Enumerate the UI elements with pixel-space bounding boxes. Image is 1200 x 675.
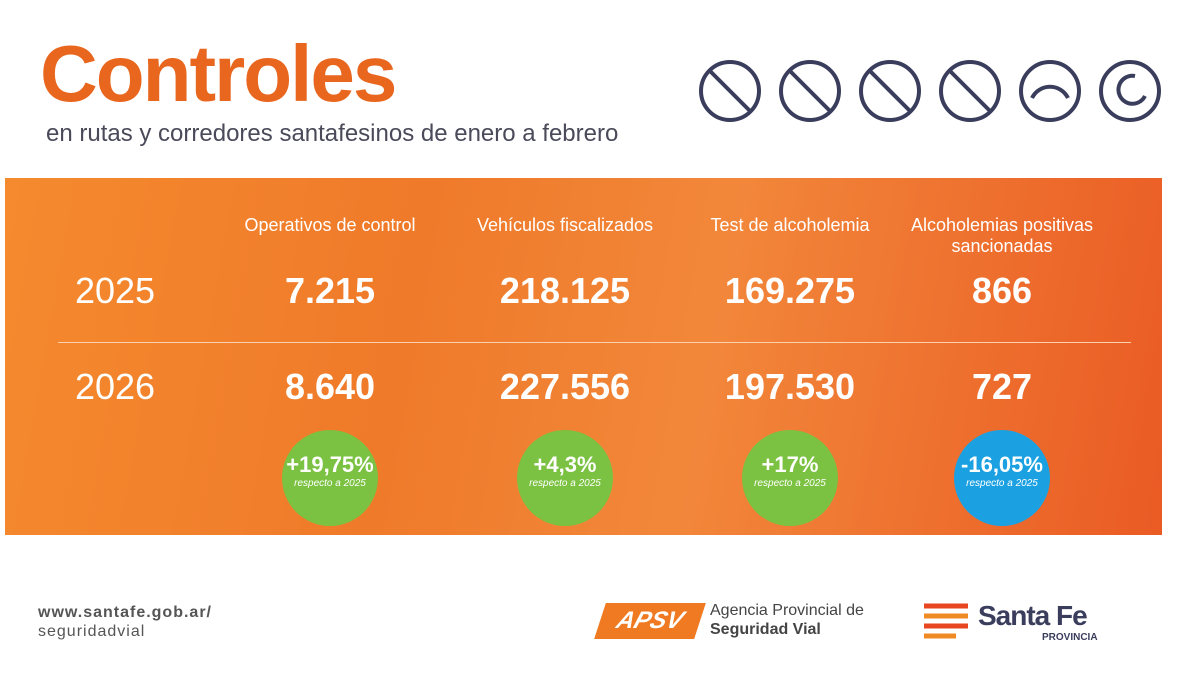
change-note: respecto a 2025	[529, 478, 601, 489]
change-bubble: +19,75% respecto a 2025	[282, 430, 378, 526]
change-bubble: +4,3% respecto a 2025	[517, 430, 613, 526]
change-value: -16,05%	[961, 452, 1043, 477]
year-label: 2026	[74, 366, 156, 407]
icons	[699, 60, 1161, 122]
change-value: +4,3%	[533, 452, 597, 477]
stat-value: 7.215	[284, 270, 376, 311]
url-path: seguridadvial	[38, 623, 146, 640]
change-value: +17%	[761, 452, 819, 477]
apsv-logo: APSV	[594, 603, 706, 639]
stat-value: 8.640	[284, 366, 376, 407]
change-bubble: -16,05% respecto a 2025	[954, 430, 1050, 526]
province-logo	[924, 603, 968, 639]
agency-line2: Seguridad Vial	[710, 621, 821, 638]
column-header: Vehículos fiscalizados	[476, 215, 654, 235]
stat-value: 169.275	[724, 270, 856, 311]
subtitle: en rutas y corredores santafesinos de en…	[46, 120, 619, 147]
column-header: Test de alcoholemia	[710, 215, 870, 235]
change-note: respecto a 2025	[966, 478, 1038, 489]
province-name: Santa Fe	[978, 600, 1088, 631]
change-note: respecto a 2025	[754, 478, 826, 489]
change-value: +19,75%	[286, 452, 374, 477]
stat-value: 727	[971, 366, 1033, 407]
province-sub: PROVINCIA	[1042, 632, 1098, 643]
stat-value: 227.556	[499, 366, 631, 407]
agency-line1: Agencia Provincial de	[710, 602, 864, 619]
column-header: Operativos de control	[244, 215, 416, 235]
stat-value: 866	[971, 270, 1033, 311]
year-label: 2025	[74, 270, 156, 311]
column-header: Alcoholemias positivas sancionadas	[910, 215, 1094, 256]
change-bubble: +17% respecto a 2025	[742, 430, 838, 526]
divider	[58, 342, 1131, 343]
change-note: respecto a 2025	[294, 478, 366, 489]
url: www.santafe.gob.ar/	[38, 604, 212, 621]
stat-value: 218.125	[499, 270, 631, 311]
title: Controles	[40, 29, 397, 118]
stat-value: 197.530	[724, 366, 856, 407]
